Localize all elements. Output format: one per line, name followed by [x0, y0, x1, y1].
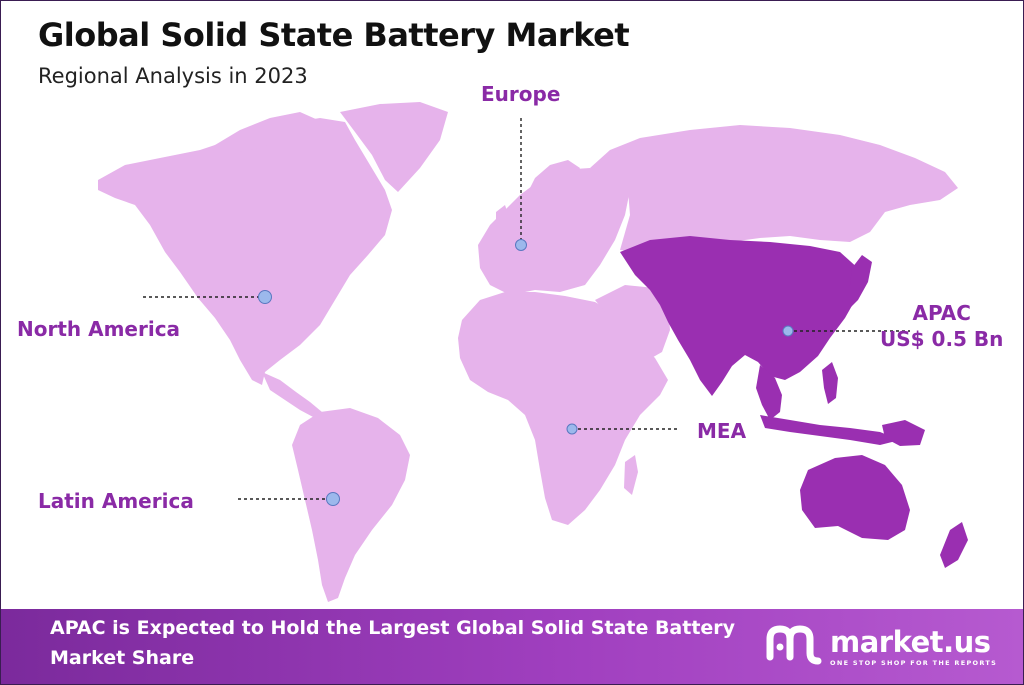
europe-landmass [478, 168, 630, 295]
africa-landmass [458, 292, 668, 525]
uk-landmass [496, 205, 510, 235]
scandinavia-landmass [525, 160, 580, 210]
mea-marker [566, 423, 578, 435]
apac-region [620, 236, 968, 568]
region-markers [258, 239, 794, 506]
brand-logo[interactable]: market.us ONE STOP SHOP FOR THE REPORTS [764, 621, 1004, 671]
europe-label: Europe [481, 82, 561, 106]
brand-tagline: ONE STOP SHOP FOR THE REPORTS [830, 659, 998, 667]
apac-value: US$ 0.5 Bn [880, 327, 1004, 351]
north-america-marker [258, 290, 272, 304]
latin-america-label: Latin America [38, 489, 194, 513]
apac-marker [782, 325, 794, 337]
apac-label: APAC [912, 301, 971, 325]
page-title: Global Solid State Battery Market [38, 16, 630, 54]
greenland-landmass [340, 102, 448, 192]
market-us-logo-icon [766, 625, 822, 665]
page-subtitle: Regional Analysis in 2023 [38, 64, 308, 88]
brand-name: market.us [830, 625, 991, 659]
north-america-label: North America [17, 317, 181, 341]
footer-banner [1, 609, 1023, 684]
banner-text: APAC is Expected to Hold the Largest Glo… [50, 617, 736, 669]
south-america-landmass [292, 408, 410, 602]
latin-america-marker [326, 492, 340, 506]
philippines-highlight [822, 362, 838, 404]
australia-highlight [800, 455, 910, 540]
papua-highlight [882, 420, 925, 446]
russia-landmass [590, 125, 958, 252]
japan-highlight [842, 255, 872, 310]
europe-marker [515, 239, 527, 251]
asia-highlight [620, 236, 860, 396]
apac-label-group: APAC US$ 0.5 Bn [880, 300, 1003, 352]
leader-lines [143, 118, 910, 500]
new-zealand-highlight [940, 522, 968, 568]
land-masses [98, 102, 958, 602]
north-america-landmass [98, 118, 392, 385]
central-america-landmass [262, 372, 322, 418]
arctic-islands [210, 112, 318, 152]
middle-east-landmass [595, 285, 670, 360]
indonesia-highlight [760, 415, 900, 445]
mea-label: MEA [697, 419, 747, 443]
madagascar-landmass [624, 455, 638, 495]
southeast-asia-highlight [756, 365, 782, 420]
